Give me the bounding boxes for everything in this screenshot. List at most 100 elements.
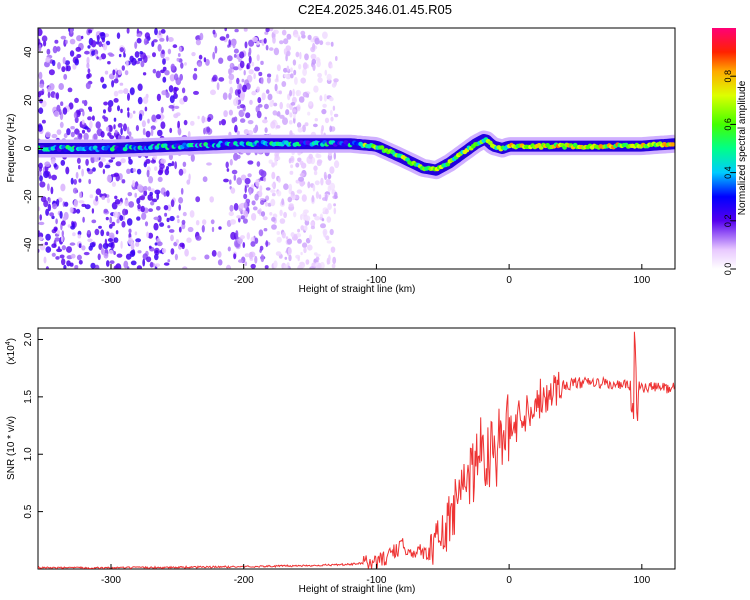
spectrogram-noise-cell: [329, 182, 336, 191]
spectrogram-noise-cell: [178, 168, 184, 176]
spectrogram-noise-cell: [300, 214, 303, 221]
spectrogram-noise-cell: [56, 129, 62, 136]
spectrogram-noise-cell: [300, 180, 305, 186]
spectrogram-noise-cell: [103, 109, 106, 114]
spectrogram-noise-cell: [314, 215, 320, 221]
spectrogram-noise-cell: [317, 77, 323, 83]
spectrogram-noise-cell: [77, 133, 83, 140]
spectrogram-noise-cell: [144, 106, 148, 112]
spectrogram-noise-cell: [91, 50, 95, 56]
spectrogram-noise-cell: [283, 38, 289, 45]
spectrogram-noise-cell: [230, 187, 236, 194]
spectrogram-noise-cell: [173, 73, 179, 81]
spectrogram-noise-cell: [132, 168, 136, 173]
spectrogram-noise-cell: [214, 45, 218, 54]
spectrogram-noise-cell: [258, 71, 263, 77]
spectrogram-noise-cell: [136, 197, 141, 205]
spectrogram-noise-cell: [113, 251, 116, 255]
spectrogram-noise-cell: [230, 219, 236, 225]
spectrogram-noise-cell: [95, 121, 101, 129]
spectrogram-noise-cell: [127, 111, 130, 118]
spectrogram-noise-cell: [76, 54, 82, 58]
spectrogram-noise-cell: [141, 120, 146, 128]
spectrogram-noise-cell: [228, 211, 234, 217]
spectrogram-noise-cell: [163, 262, 170, 266]
spectrogram-noise-cell: [143, 185, 148, 192]
spectrogram-noise-cell: [174, 253, 178, 261]
spectrogram-noise-cell: [127, 92, 130, 101]
spectrogram-noise-cell: [134, 41, 138, 49]
spectrogram-noise-cell: [234, 124, 238, 133]
spectrogram-noise-cell: [41, 35, 48, 42]
spectrogram-noise-cell: [157, 176, 163, 183]
spectrogram-noise-cell: [136, 37, 142, 44]
spectrogram-noise-cell: [299, 51, 302, 60]
spectrogram-noise-cell: [81, 119, 85, 125]
spectrogram-noise-cell: [152, 52, 156, 58]
spectrogram-noise-cell: [239, 104, 246, 109]
spectrogram-noise-cell: [310, 221, 315, 226]
spectrogram-noise-cell: [327, 203, 332, 210]
spectrogram-noise-cell: [321, 125, 324, 132]
spectrogram-noise-cell: [154, 263, 161, 267]
spectrogram-noise-cell: [102, 42, 108, 51]
spectrogram-noise-cell: [48, 197, 51, 204]
spectrogram-noise-cell: [61, 230, 64, 237]
spectrogram-noise-cell: [52, 45, 58, 54]
spectrogram-noise-cell: [38, 107, 44, 114]
spectrogram-noise-cell: [125, 60, 129, 67]
spectrogram-noise-cell: [265, 89, 270, 94]
spectrogram-noise-cell: [285, 54, 288, 62]
spectrogram-noise-cell: [177, 53, 181, 57]
spectrogram-noise-cell: [230, 62, 233, 68]
spectrogram-noise-cell: [302, 124, 306, 133]
spectrogram-noise-cell: [107, 132, 112, 137]
spectrogram-noise-cell: [211, 226, 215, 233]
spectrogram-noise-cell: [81, 245, 86, 251]
spectrogram-noise-cell: [119, 82, 124, 86]
spectrogram-noise-cell: [132, 180, 135, 188]
spectrogram-noise-cell: [243, 193, 248, 200]
spectrogram-noise-cell: [273, 261, 277, 269]
spectrogram-noise-cell: [305, 259, 310, 265]
spectrogram-noise-cell: [307, 181, 311, 189]
spectrogram-noise-cell: [121, 179, 126, 184]
spectrogram-noise-cell: [60, 101, 64, 106]
spectrogram-noise-cell: [113, 211, 119, 218]
spectrogram-noise-cell: [137, 250, 142, 254]
spectrogram-noise-cell: [39, 98, 43, 104]
spectrogram-noise-cell: [119, 47, 125, 53]
spectrogram-noise-cell: [313, 123, 318, 128]
spectrogram-noise-cell: [86, 167, 90, 172]
spectrogram-noise-cell: [276, 231, 281, 235]
spectrogram-noise-cell: [89, 242, 96, 248]
spectrogram-noise-cell: [51, 243, 57, 248]
spectrogram-noise-cell: [61, 66, 66, 73]
spectrogram-noise-cell: [256, 86, 260, 93]
spectrogram-noise-cell: [288, 254, 292, 262]
spectrogram-noise-cell: [155, 250, 159, 254]
spectrogram-noise-cell: [254, 193, 259, 201]
spectrogram-noise-cell: [324, 193, 328, 202]
snr-y-tick-label: 2.0: [23, 332, 34, 346]
spectrogram-noise-cell: [156, 93, 161, 102]
spectrogram-y-tick-label: -40: [23, 237, 34, 252]
spectrogram-noise-cell: [286, 103, 290, 109]
spectrogram-noise-cell: [269, 28, 274, 32]
spectrogram-noise-cell: [138, 113, 143, 121]
spectrogram-noise-cell: [193, 90, 199, 95]
spectrogram-noise-cell: [250, 263, 256, 269]
spectrogram-noise-cell: [292, 59, 297, 66]
spectrogram-noise-cell: [251, 184, 255, 189]
spectrogram-noise-cell: [279, 114, 285, 119]
spectrogram-noise-cell: [298, 63, 302, 70]
spectrogram-noise-cell: [195, 39, 201, 46]
spectrogram-noise-cell: [202, 176, 208, 183]
spectrogram-noise-cell: [186, 237, 192, 243]
spectrogram-noise-cell: [154, 253, 159, 261]
spectrogram-noise-cell: [333, 207, 337, 215]
spectrogram-noise-cell: [39, 175, 43, 182]
spectrogram-noise-cell: [69, 50, 75, 57]
spectrogram-noise-cell: [297, 228, 301, 233]
